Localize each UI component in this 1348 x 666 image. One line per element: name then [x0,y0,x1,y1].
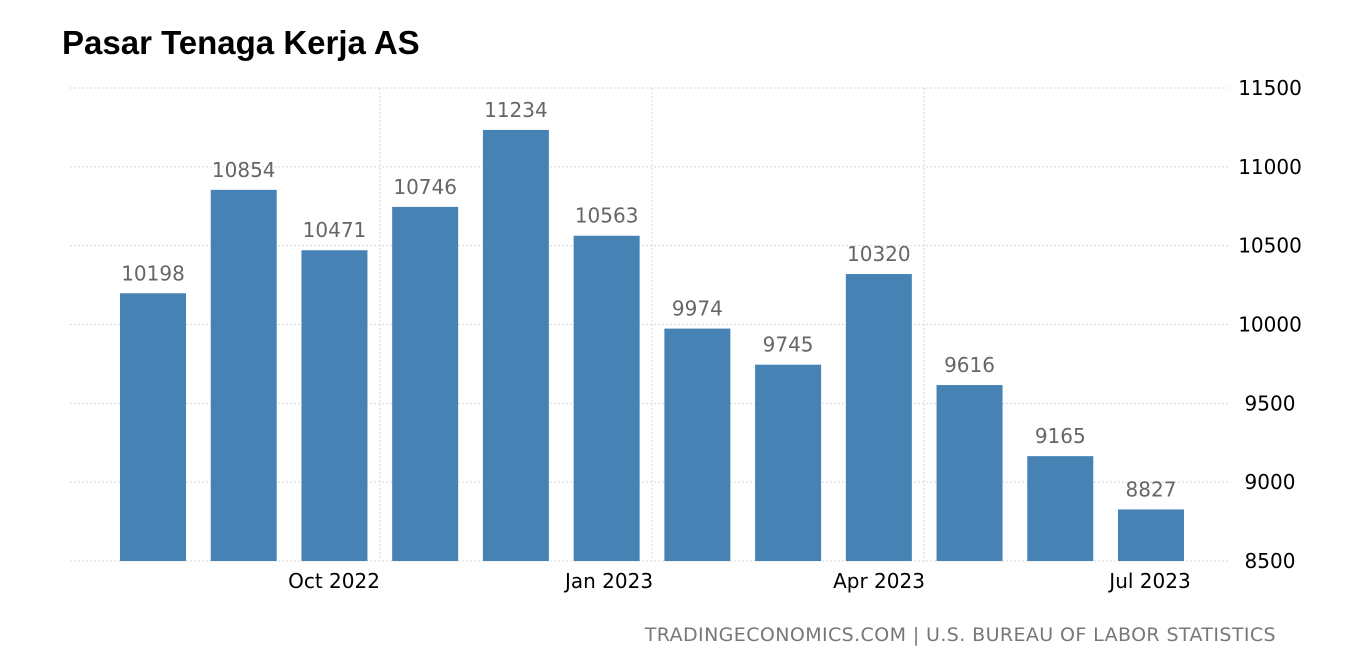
bar [1118,509,1184,561]
bar [573,235,640,561]
y-tick-label: 9500 [1245,391,1296,415]
bar [120,293,186,561]
bar-data-label: 10320 [847,242,911,266]
bar [664,328,731,561]
source-note: TRADINGECONOMICS.COM | U.S. BUREAU OF LA… [644,624,1276,646]
bar-data-label: 10854 [212,158,276,182]
bar-data-label: 9616 [944,353,995,377]
bar [301,250,368,561]
bar [482,129,549,561]
y-axis-ticks: 11500 11000 10500 10000 9500 9000 8500 [1238,76,1302,573]
x-tick-label: Jan 2023 [563,569,653,593]
bar-data-label: 9974 [672,297,723,321]
y-tick-label: 11000 [1238,155,1302,179]
bar-data-label: 8827 [1126,477,1177,501]
bar-data-label: 10746 [393,175,457,199]
bar-data-label: 10198 [121,261,185,285]
bar-data-label: 9165 [1035,424,1086,448]
bar-data-label: 10563 [575,204,639,228]
y-tick-label: 10000 [1238,313,1302,337]
bar [210,189,277,561]
x-tick-label: Apr 2023 [833,569,925,593]
x-tick-label: Jul 2023 [1107,569,1190,593]
bar [936,385,1003,561]
bar-data-label: 9745 [763,333,814,357]
y-tick-label: 9000 [1245,470,1296,494]
bars [120,129,1184,561]
x-axis-ticks: Oct 2022 Jan 2023 Apr 2023 Jul 2023 [288,569,1191,593]
bar-data-label: 10471 [303,218,367,242]
data-labels: 10198 10854 10471 10746 11234 10563 9974 9745 10… [121,98,1176,502]
bar [845,274,912,561]
bar [755,364,822,561]
bar [1027,456,1094,561]
bar [392,206,459,561]
chart-title: Pasar Tenaga Kerja AS [62,24,420,61]
x-tick-label: Oct 2022 [288,569,380,593]
y-tick-label: 10500 [1238,234,1302,258]
y-tick-label: 8500 [1245,549,1296,573]
y-tick-label: 11500 [1238,76,1302,100]
bar-data-label: 11234 [484,98,548,122]
